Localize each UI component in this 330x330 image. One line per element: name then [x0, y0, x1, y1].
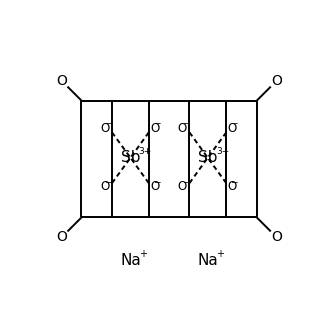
Text: +: + — [216, 249, 224, 259]
Text: −: − — [230, 118, 238, 127]
Text: O: O — [228, 181, 237, 193]
Text: Sb: Sb — [198, 150, 217, 165]
Text: Sb: Sb — [121, 150, 140, 165]
Text: −: − — [182, 177, 189, 186]
Text: −: − — [182, 118, 189, 127]
Text: 3+: 3+ — [139, 147, 152, 156]
Text: O: O — [271, 74, 282, 88]
Text: O: O — [228, 122, 237, 135]
Text: Na: Na — [197, 253, 218, 268]
Text: −: − — [153, 118, 160, 127]
Text: Na: Na — [120, 253, 141, 268]
Text: O: O — [56, 230, 67, 244]
Text: O: O — [150, 122, 159, 135]
Text: O: O — [56, 74, 67, 88]
Text: −: − — [104, 177, 112, 186]
Text: O: O — [178, 122, 187, 135]
Text: 3+: 3+ — [216, 147, 229, 156]
Text: O: O — [100, 181, 110, 193]
Text: O: O — [271, 230, 282, 244]
Text: −: − — [230, 177, 238, 186]
Text: O: O — [100, 122, 110, 135]
Text: O: O — [150, 181, 159, 193]
Text: −: − — [153, 177, 160, 186]
Text: −: − — [104, 118, 112, 127]
Text: O: O — [178, 181, 187, 193]
Text: +: + — [139, 249, 147, 259]
